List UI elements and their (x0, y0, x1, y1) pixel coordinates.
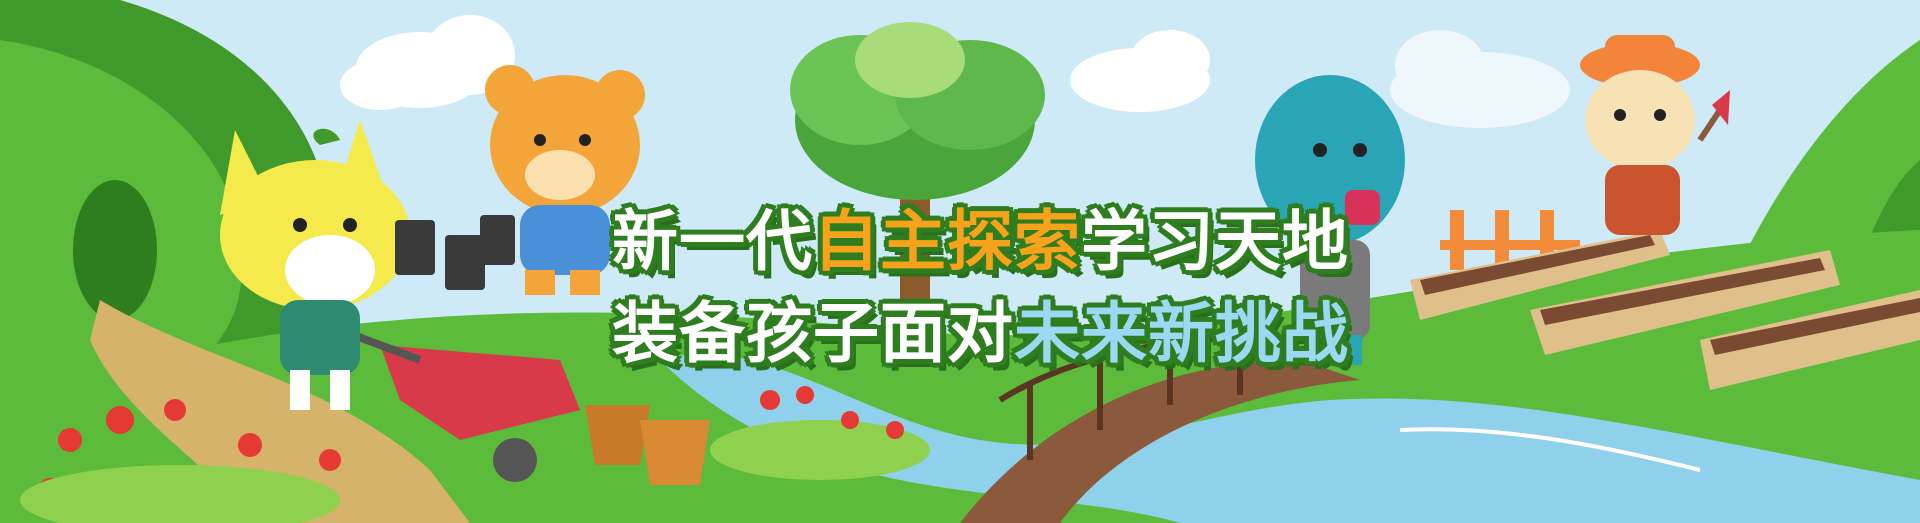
bush (73, 180, 157, 320)
river (660, 353, 1920, 523)
path (90, 300, 470, 523)
bridge (960, 360, 1360, 523)
cloud (1390, 30, 1570, 128)
planter-box (1700, 290, 1920, 390)
seedling-pots (395, 215, 515, 290)
yellow-cat (220, 120, 410, 410)
flowers (760, 386, 904, 439)
orange-bear (485, 65, 645, 295)
planter-box (1410, 230, 1670, 320)
grass-tuft (20, 420, 930, 523)
cloud (1070, 30, 1210, 112)
tree (790, 22, 1045, 300)
river-shine (1399, 427, 1701, 472)
bridge-rail (998, 334, 1321, 460)
dog-with-hat (1580, 35, 1730, 235)
flower-pots (585, 405, 710, 485)
planter-box (1530, 250, 1840, 355)
blue-dinosaur (1255, 75, 1405, 365)
